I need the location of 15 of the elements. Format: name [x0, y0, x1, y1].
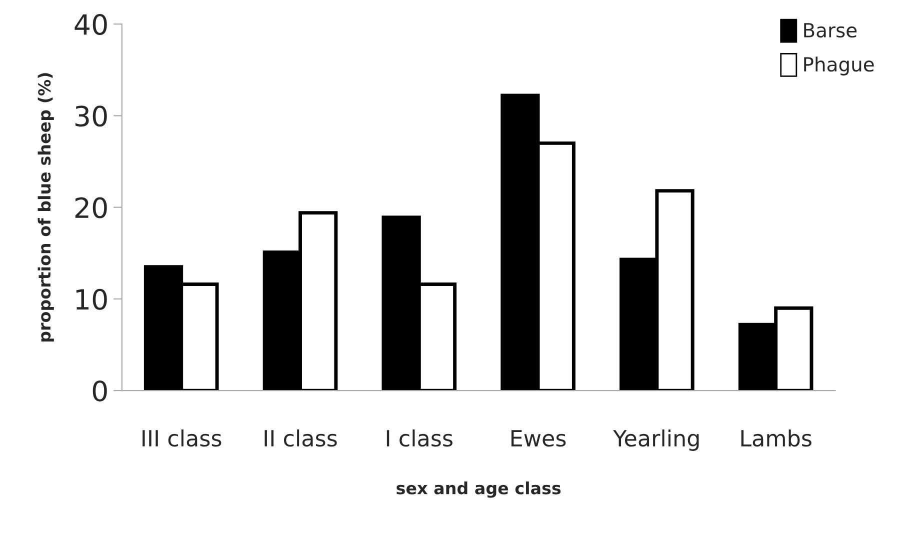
y-axis-title: proportion of blue sheep (%) [38, 73, 54, 342]
x-tick-label: Lambs [741, 429, 812, 447]
legend-label: Barse [804, 23, 857, 38]
legend-label: Phague [804, 56, 874, 76]
y-tick-label: 30 [75, 106, 107, 127]
x-tick-label: II class [264, 429, 337, 447]
x-axis-title: sex and age class [396, 482, 561, 498]
x-tick-label: III class [142, 429, 222, 447]
y-tick-label: 0 [92, 380, 107, 402]
y-tick-label: 40 [74, 14, 107, 36]
y-tick-label: 20 [75, 197, 107, 218]
x-tick-label: Ewes [511, 430, 566, 447]
y-tick-label: 10 [76, 288, 107, 310]
x-tick-label: I class [386, 429, 452, 447]
x-tick-label: Yearling [613, 429, 699, 451]
